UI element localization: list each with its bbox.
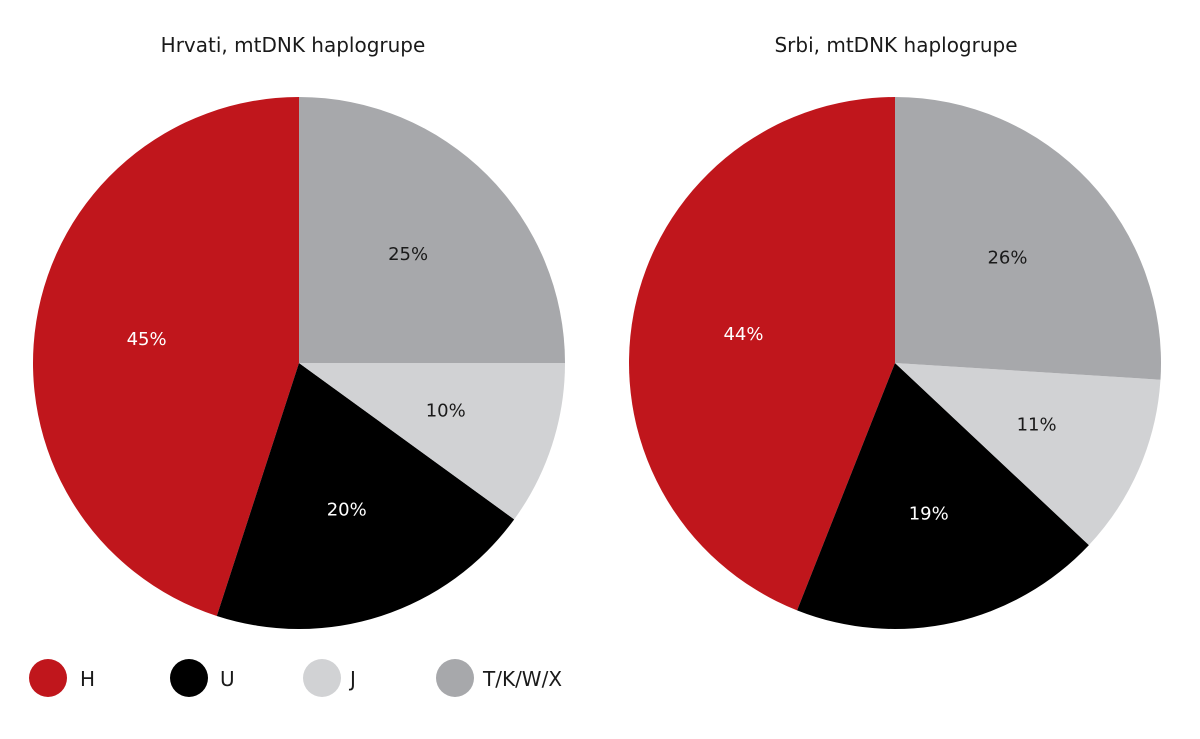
pie-slice-j [299, 363, 565, 520]
pie-slice-tkwx [299, 97, 565, 363]
pie-slice-u [216, 363, 515, 629]
legend-item-tkwx: T/K/W/X [436, 659, 562, 697]
pie-title-hrvati: Hrvati, mtDNK haplogrupe [161, 33, 426, 57]
legend-item-u: U [170, 659, 235, 697]
legend-swatch-tkwx [436, 659, 474, 697]
slice-label-h: 45% [127, 329, 167, 350]
legend: H U J T/K/W/X [29, 659, 562, 697]
slice-label-h: 44% [723, 324, 763, 345]
pie-slice-j [895, 363, 1161, 546]
slice-label-tkwx: 26% [987, 247, 1027, 268]
pie-chart-srbi: Srbi, mtDNK haplogrupe 44% 19% 11% 26% [629, 33, 1162, 630]
legend-label-u: U [220, 667, 235, 691]
legend-label-j: J [348, 667, 356, 691]
pie-slice-tkwx [895, 97, 1162, 380]
legend-swatch-h [29, 659, 67, 697]
legend-swatch-j [303, 659, 341, 697]
slice-label-u: 19% [909, 504, 949, 525]
pie-slice-u [797, 363, 1089, 630]
legend-swatch-u [170, 659, 208, 697]
slice-label-u: 20% [327, 500, 367, 521]
pie-slice-h [33, 97, 299, 616]
slice-label-j: 11% [1017, 414, 1057, 435]
legend-label-h: H [80, 667, 95, 691]
slice-label-tkwx: 25% [388, 244, 428, 265]
pie-chart-hrvati: Hrvati, mtDNK haplogrupe 45% 20% 10% 25% [33, 33, 565, 629]
pie-slice-h [629, 97, 895, 611]
pie-title-srbi: Srbi, mtDNK haplogrupe [774, 33, 1017, 57]
legend-item-j: J [303, 659, 356, 697]
legend-item-h: H [29, 659, 95, 697]
slice-label-j: 10% [426, 401, 466, 422]
legend-label-tkwx: T/K/W/X [482, 667, 562, 691]
